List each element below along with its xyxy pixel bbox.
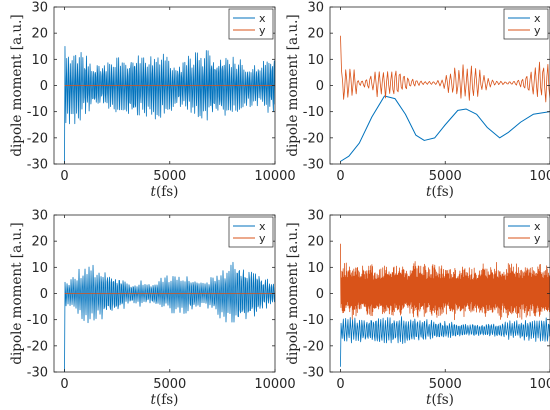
legend-box xyxy=(228,8,274,40)
chart-panel-4: -30 -20 -10 0 10 20 30 0 5000 10000 t(fs) dipole mo… xyxy=(285,209,550,408)
legend-label-y: y xyxy=(534,24,541,37)
y-tick-label: 30 xyxy=(31,209,48,224)
chart-panel-3: -30 -20 -10 0 10 20 30 0 5000 10000 t(fs) dipole mo… xyxy=(9,209,296,409)
legend-label-y: y xyxy=(259,24,266,37)
series-line-y xyxy=(340,243,550,321)
y-tick-label: 0 xyxy=(40,287,48,302)
y-tick-label: -10 xyxy=(27,105,48,120)
legend: xy xyxy=(503,8,549,40)
y-axis-label: dipole moment [a.u.] xyxy=(285,14,301,156)
y-tick-label: -20 xyxy=(303,339,324,354)
x-axis-label: t(fs) xyxy=(151,392,179,408)
y-tick-label: 20 xyxy=(307,235,324,250)
series-line-y xyxy=(340,35,550,103)
legend-label-x: x xyxy=(259,12,266,25)
y-tick-label: 30 xyxy=(31,1,48,16)
legend-box xyxy=(503,8,549,40)
legend: xy xyxy=(228,216,274,248)
y-tick-label: 10 xyxy=(307,53,324,68)
y-tick-label: -20 xyxy=(27,131,48,146)
y-tick-label: 10 xyxy=(31,261,48,276)
x-tick-label: 5000 xyxy=(429,377,462,392)
legend-label-y: y xyxy=(259,232,266,245)
y-tick-label: -10 xyxy=(27,313,48,328)
y-tick-label: 0 xyxy=(316,287,324,302)
chart-panel-1: -30 -20 -10 0 10 20 30 0 5000 10000 t(fs) dipole mo… xyxy=(9,1,296,201)
y-tick-label: -20 xyxy=(27,339,48,354)
y-tick-label: 10 xyxy=(31,53,48,68)
y-tick-label: 20 xyxy=(31,235,48,250)
series-line-x xyxy=(64,261,275,372)
legend-label-x: x xyxy=(259,220,266,233)
x-axis-label: t(fs) xyxy=(426,184,454,200)
x-tick-label: 10000 xyxy=(254,169,295,184)
y-axis-label: dipole moment [a.u.] xyxy=(285,222,301,364)
y-tick-label: 20 xyxy=(31,27,48,42)
y-tick-label: 20 xyxy=(307,27,324,42)
legend-label-x: x xyxy=(534,220,541,233)
x-tick-label: 0 xyxy=(336,377,344,392)
legend-box xyxy=(503,216,549,248)
y-tick-label: -20 xyxy=(303,131,324,146)
series-line-x xyxy=(64,45,275,164)
x-axis-label: t(fs) xyxy=(426,392,454,408)
x-tick-label: 10000 xyxy=(529,169,550,184)
y-tick-label: -10 xyxy=(303,105,324,120)
x-tick-label: 5000 xyxy=(153,377,186,392)
y-tick-label: -30 xyxy=(27,366,48,381)
chart-panel-2: -30 -20 -10 0 10 20 30 0 5000 10000 t(fs) dipole mo… xyxy=(285,1,550,200)
y-axis-label: dipole moment [a.u.] xyxy=(9,222,25,364)
y-tick-label: 30 xyxy=(307,209,324,224)
y-tick-label: -30 xyxy=(27,158,48,173)
legend: xy xyxy=(228,8,274,40)
x-tick-label: 0 xyxy=(336,169,344,184)
y-tick-label: -30 xyxy=(303,158,324,173)
x-axis-label: t(fs) xyxy=(151,184,179,200)
legend-label-x: x xyxy=(534,12,541,25)
y-tick-label: -10 xyxy=(303,313,324,328)
legend-label-y: y xyxy=(534,232,541,245)
y-tick-label: 30 xyxy=(307,1,324,16)
x-tick-label: 10000 xyxy=(529,377,550,392)
legend-box xyxy=(228,216,274,248)
x-tick-label: 0 xyxy=(60,169,68,184)
series-line-x xyxy=(340,316,550,367)
x-tick-label: 10000 xyxy=(254,377,295,392)
y-tick-label: 10 xyxy=(307,261,324,276)
legend: xy xyxy=(503,216,549,248)
x-tick-label: 5000 xyxy=(429,169,462,184)
series-line-x xyxy=(340,95,550,162)
y-tick-label: 0 xyxy=(316,79,324,94)
y-tick-label: -30 xyxy=(303,366,324,381)
y-tick-label: 0 xyxy=(40,79,48,94)
x-tick-label: 5000 xyxy=(153,169,186,184)
y-axis-label: dipole moment [a.u.] xyxy=(9,14,25,156)
x-tick-label: 0 xyxy=(60,377,68,392)
